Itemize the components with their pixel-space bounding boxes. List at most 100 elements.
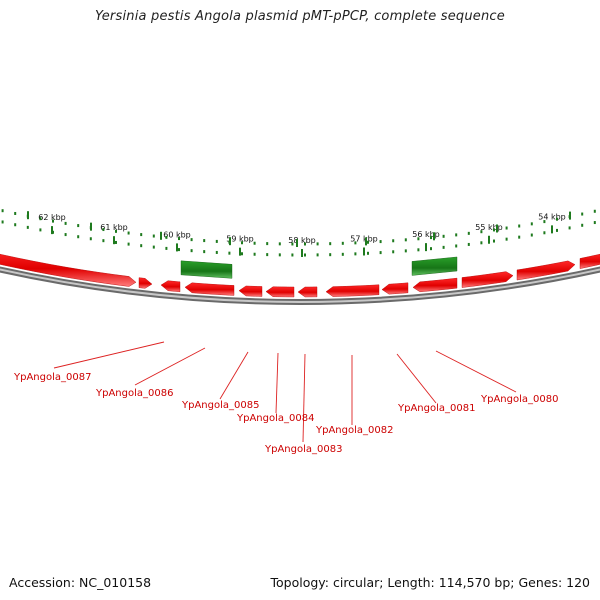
scale-tick — [543, 231, 546, 235]
inner-scale-tick — [354, 241, 357, 245]
kbp-label: 62 kbp — [38, 213, 66, 222]
scale-tick — [253, 252, 256, 256]
forward-gene-arrow — [238, 285, 263, 297]
gene-label: YpAngola_0086 — [95, 388, 173, 399]
scale-tick — [316, 253, 319, 257]
kbp-label: 56 kbp — [412, 230, 440, 239]
scale-tick — [518, 235, 521, 239]
inner-scale-tick — [253, 241, 256, 245]
inner-scale-tick — [480, 230, 483, 234]
scale-tick — [228, 251, 231, 255]
scale-major-tick — [551, 225, 553, 234]
scale-tick — [39, 228, 42, 232]
inner-scale-tick — [152, 234, 155, 238]
forward-gene-arrow — [265, 286, 295, 298]
leader-line — [275, 352, 279, 414]
inner-scale-tick — [140, 233, 143, 237]
inner-scale-major-tick — [569, 211, 571, 220]
scale-tick — [581, 223, 584, 227]
inner-scale-tick — [455, 233, 458, 237]
inner-scale-tick — [430, 236, 432, 240]
scale-tick — [430, 247, 432, 251]
scale-tick — [178, 248, 180, 252]
kbp-label: 60 kbp — [163, 230, 191, 239]
inner-scale-tick — [404, 238, 407, 242]
forward-gene-arrow — [412, 277, 458, 293]
inner-scale-tick — [316, 242, 319, 246]
gene-label: YpAngola_0087 — [13, 372, 91, 383]
scale-tick — [266, 253, 269, 257]
scale-tick — [329, 253, 332, 257]
inner-scale-tick — [39, 217, 42, 221]
scale-tick — [190, 249, 193, 253]
scale-tick — [556, 228, 558, 232]
inner-scale-major-tick — [365, 237, 367, 246]
inner-scale-tick — [203, 239, 206, 243]
scale-tick — [77, 235, 80, 239]
inner-scale-major-tick — [160, 231, 162, 240]
scale-tick — [64, 233, 67, 237]
kbp-label: 55 kbp — [475, 223, 503, 232]
scale-tick — [367, 251, 369, 255]
inner-scale-tick — [14, 211, 17, 215]
inner-scale-tick — [266, 242, 269, 246]
accession-label: Accession: NC_010158 — [9, 575, 152, 590]
leader-line — [219, 351, 249, 400]
inner-scale-tick — [543, 220, 546, 224]
inner-scale-tick — [518, 224, 521, 228]
inner-scale-tick — [64, 221, 67, 225]
inner-scale-tick — [379, 240, 382, 244]
scale-tick — [152, 245, 155, 249]
inner-scale-tick — [291, 242, 294, 246]
scale-tick — [127, 242, 130, 246]
inner-scale-tick — [77, 224, 80, 228]
gene-label-group: YpAngola_0087 YpAngola_0086 YpAngola_0085 Y… — [13, 372, 558, 455]
inner-scale-tick — [115, 229, 117, 233]
scale-tick — [89, 237, 92, 241]
gene-track — [0, 253, 600, 298]
scale-tick — [215, 250, 218, 254]
inner-scale-tick — [215, 239, 218, 243]
scale-tick — [140, 244, 143, 248]
gene-label: YpAngola_0082 — [315, 425, 393, 436]
backbone-outer — [0, 266, 600, 305]
scale-tick — [278, 253, 281, 257]
inner-kbp-scale — [1, 209, 596, 247]
forward-gene-arrow — [516, 260, 576, 281]
scale-major-tick — [239, 247, 241, 256]
kbp-label: 54 kbp — [538, 212, 566, 221]
scale-tick — [102, 239, 105, 243]
gene-label: YpAngola_0080 — [480, 394, 558, 405]
backbone-highlight — [0, 268, 600, 303]
forward-gene-arrow — [160, 280, 181, 293]
inner-scale-major-tick — [433, 232, 435, 241]
scale-tick — [467, 242, 470, 246]
inner-scale-tick — [329, 242, 332, 246]
kbp-label: 58 kbp — [288, 236, 316, 245]
leader-line — [396, 353, 437, 404]
scale-tick — [341, 252, 344, 256]
inner-scale-tick — [417, 237, 420, 241]
scale-major-tick — [363, 247, 365, 256]
scale-tick — [392, 250, 395, 254]
inner-scale-tick — [581, 212, 584, 216]
inner-scale-tick — [505, 226, 508, 230]
leader-line — [134, 347, 206, 386]
leader-line — [435, 350, 517, 393]
inner-scale-tick — [493, 228, 495, 232]
scale-tick — [530, 233, 533, 237]
inner-scale-major-tick — [229, 237, 231, 246]
topology-label: Topology: circular; Length: 114,570 bp; … — [270, 575, 591, 590]
scale-tick — [291, 253, 294, 257]
scale-major-tick — [488, 235, 490, 244]
scale-major-tick — [301, 248, 303, 257]
forward-gene-arrow — [138, 277, 153, 289]
forward-gene-arrow — [579, 253, 600, 269]
scale-tick — [480, 241, 483, 245]
leader-line — [53, 341, 165, 369]
inner-scale-major-tick — [27, 211, 29, 220]
scale-tick — [115, 240, 117, 244]
inner-scale-tick — [165, 235, 168, 239]
gene-label: YpAngola_0085 — [181, 400, 259, 411]
